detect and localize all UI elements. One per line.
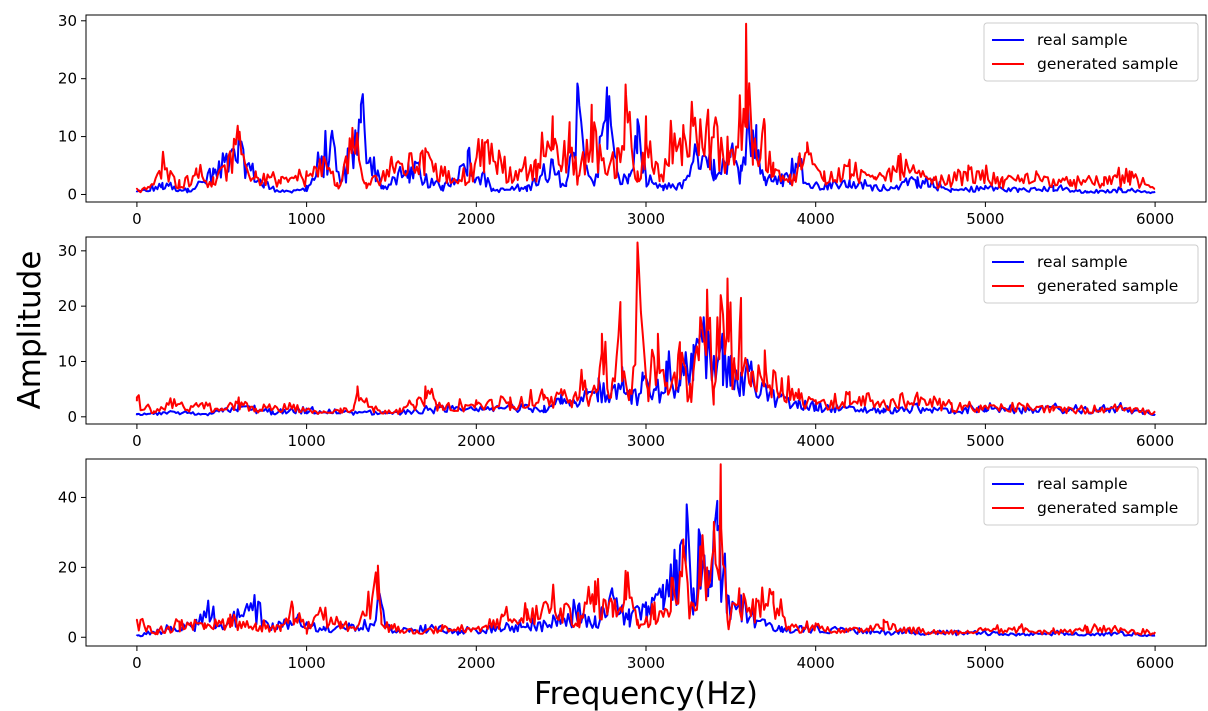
- x-tick-label: 0: [132, 210, 142, 228]
- y-axis-label: Amplitude: [12, 251, 48, 410]
- series-line-generated: [135, 241, 1156, 416]
- x-tick-label: 1000: [288, 654, 326, 672]
- subplot-2: 0 1000 2000 3000 4000 5000 6000 0 10 20 30 real sam…: [58, 236, 1207, 450]
- x-tick-label: 4000: [797, 654, 835, 672]
- x-tick-label: 2000: [457, 210, 495, 228]
- x-tick-label: 6000: [1136, 654, 1174, 672]
- y-tick-label: 20: [58, 297, 77, 315]
- x-tick-label: 4000: [797, 210, 835, 228]
- y-tick-label: 20: [58, 70, 77, 88]
- x-tick-label: 5000: [966, 210, 1004, 228]
- legend: real sample generated sample: [983, 22, 1199, 82]
- series-line-generated: [135, 22, 1156, 194]
- legend-label-real: real sample: [1037, 253, 1128, 271]
- y-tick-label: 30: [58, 242, 77, 260]
- x-tick-label: 3000: [627, 432, 665, 450]
- legend-box: [983, 22, 1199, 82]
- y-tick-label: 0: [67, 628, 77, 646]
- x-tick-label: 4000: [797, 432, 835, 450]
- x-tick-label: 1000: [288, 210, 326, 228]
- y-tick-label: 40: [58, 488, 77, 506]
- legend-box: [983, 466, 1199, 526]
- y-tick-label: 0: [67, 185, 77, 203]
- y-tick-label: 20: [58, 558, 77, 576]
- x-tick-label: 3000: [627, 654, 665, 672]
- x-tick-label: 3000: [627, 210, 665, 228]
- y-tick-label: 0: [67, 408, 77, 426]
- y-tick-label: 30: [58, 12, 77, 30]
- legend-label-real: real sample: [1037, 31, 1128, 49]
- x-tick-label: 5000: [966, 654, 1004, 672]
- legend: real sample generated sample: [983, 466, 1199, 526]
- y-tick-label: 10: [58, 128, 77, 146]
- x-tick-label: 1000: [288, 432, 326, 450]
- series-line-real: [135, 82, 1156, 195]
- legend-box: [983, 244, 1199, 304]
- x-tick-label: 0: [132, 432, 142, 450]
- x-tick-label: 0: [132, 654, 142, 672]
- legend-label-generated: generated sample: [1037, 55, 1178, 73]
- legend-label-generated: generated sample: [1037, 499, 1178, 517]
- x-tick-label: 2000: [457, 654, 495, 672]
- x-tick-label: 5000: [966, 432, 1004, 450]
- legend: real sample generated sample: [983, 244, 1199, 304]
- series-line-generated: [135, 463, 1156, 636]
- subplot-1: 0 1000 2000 3000 4000 5000 6000 0 10 20 30 real sam…: [58, 12, 1207, 228]
- x-tick-label: 6000: [1136, 210, 1174, 228]
- y-tick-label: 10: [58, 352, 77, 370]
- x-axis-label: Frequency(Hz): [534, 676, 758, 711]
- legend-label-generated: generated sample: [1037, 277, 1178, 295]
- legend-label-real: real sample: [1037, 475, 1128, 493]
- x-tick-label: 6000: [1136, 432, 1174, 450]
- subplot-3: 0 1000 2000 3000 4000 5000 6000 0 20 40 real sampl…: [58, 458, 1207, 672]
- x-tick-label: 2000: [457, 432, 495, 450]
